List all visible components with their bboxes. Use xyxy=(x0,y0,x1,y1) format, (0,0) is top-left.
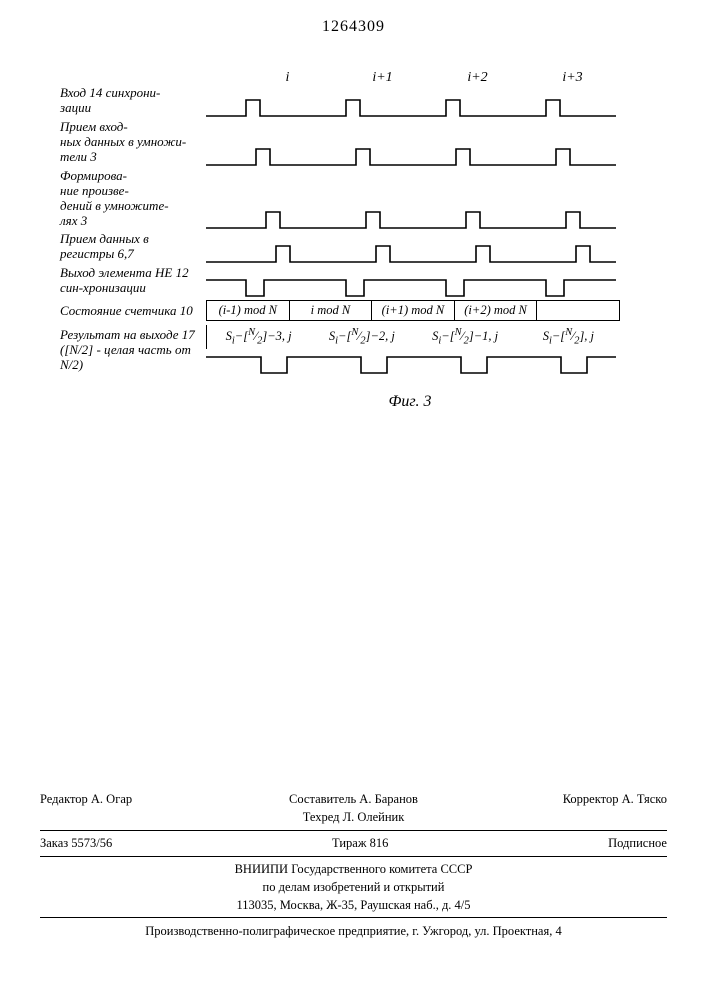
credits-row: Редактор А. Огар Составитель А. Баранов … xyxy=(40,790,667,831)
press-line: Производственно-полиграфическое предприя… xyxy=(40,918,667,940)
page: 1264309 ii+1i+2i+3 Вход 14 синхрони-заци… xyxy=(0,0,707,1000)
result-content: Si−[N⁄2]−3, jSi−[N⁄2]−2, jSi−[N⁄2]−1, jS… xyxy=(206,325,620,375)
row-label: Выход элемента НЕ 12син-хронизации xyxy=(60,266,206,298)
institute-block: ВНИИПИ Государственного комитета СССРпо … xyxy=(40,857,667,918)
signal-row: Выход элемента НЕ 12син-хронизации xyxy=(60,266,620,298)
result-row: Результат на выходе 17 ([N/2] - целая ча… xyxy=(60,323,620,375)
row-label: Формирова-ние произве-дений в умножите-л… xyxy=(60,169,206,231)
techred: Техред Л. Олейник xyxy=(303,810,405,824)
waveform xyxy=(206,238,620,264)
figure-caption: Фиг. 3 xyxy=(200,393,620,411)
row-label: Результат на выходе 17 ([N/2] - целая ча… xyxy=(60,328,206,375)
waveform xyxy=(206,141,620,167)
footer-block: Редактор А. Огар Составитель А. Баранов … xyxy=(40,790,667,940)
tick-labels: ii+1i+2i+3 xyxy=(200,70,620,86)
signal-row: Прием данных в регистры 6,7 xyxy=(60,232,620,264)
compiler: Составитель А. Баранов xyxy=(289,792,418,806)
signal-row: Вход 14 синхрони-зации xyxy=(60,86,620,118)
order-number: Заказ 5573/56 xyxy=(40,834,112,852)
row-label: Состояние счетчика 10 xyxy=(60,304,206,321)
waveform xyxy=(206,204,620,230)
compiler-techred: Составитель А. Баранов Техред Л. Олейник xyxy=(249,790,458,826)
row-label: Прием вход-ных данных в умножи-тели 3 xyxy=(60,120,206,167)
signal-row: Прием вход-ных данных в умножи-тели 3 xyxy=(60,120,620,167)
document-number: 1264309 xyxy=(0,18,707,36)
corrector: Корректор А. Тяско xyxy=(458,790,667,826)
order-row: Заказ 5573/56 Тираж 816 Подписное xyxy=(40,831,667,856)
state-row: Состояние счетчика 10 (i-1) mod Ni mod N… xyxy=(60,300,620,321)
state-bar: (i-1) mod Ni mod N(i+1) mod N(i+2) mod N xyxy=(206,300,620,321)
editor: Редактор А. Огар xyxy=(40,790,249,826)
row-label: Вход 14 синхрони-зации xyxy=(60,86,206,118)
row-label: Прием данных в регистры 6,7 xyxy=(60,232,206,264)
subscription: Подписное xyxy=(608,834,667,852)
waveform xyxy=(206,92,620,118)
signal-row: Формирова-ние произве-дений в умножите-л… xyxy=(60,169,620,231)
waveform xyxy=(206,272,620,298)
tirage: Тираж 816 xyxy=(332,834,388,852)
timing-diagram: ii+1i+2i+3 Вход 14 синхрони-зации Прием … xyxy=(60,70,620,411)
